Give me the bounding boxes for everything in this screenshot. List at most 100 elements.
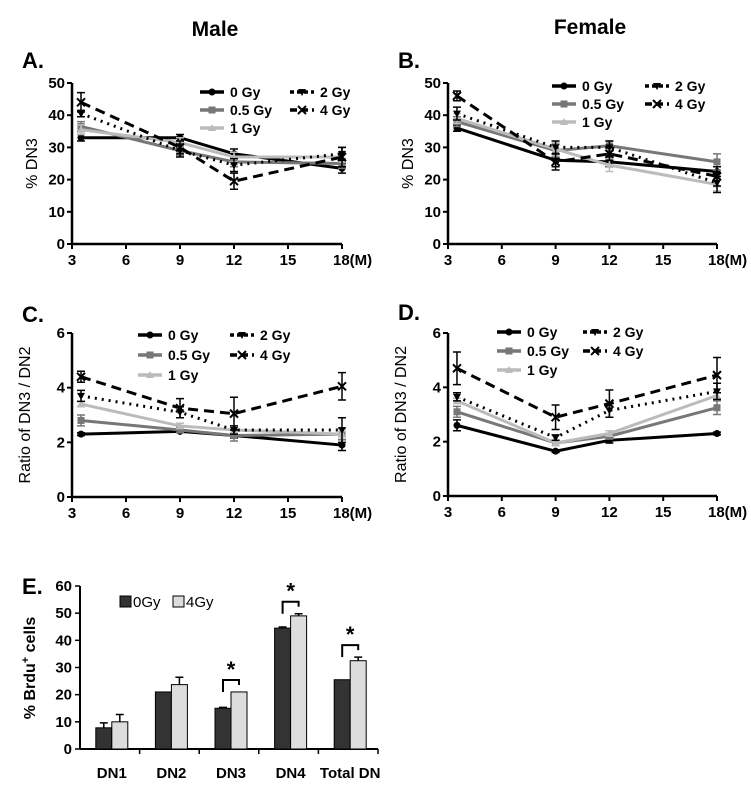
data-point bbox=[551, 144, 560, 152]
legend-item: 0.5 Gy bbox=[497, 343, 569, 359]
legend-marker bbox=[653, 83, 661, 90]
x-tick-label: 3 bbox=[68, 252, 76, 269]
y-tick-label: 30 bbox=[424, 139, 441, 156]
series-line bbox=[80, 375, 343, 416]
x-tick-label: DN4 bbox=[276, 765, 307, 782]
y-tick-label: 0 bbox=[433, 488, 441, 505]
y-axis-title: % DN3 bbox=[400, 138, 417, 189]
data-point bbox=[77, 134, 85, 142]
legend-swatch bbox=[172, 595, 185, 608]
y-tick-label: 2 bbox=[57, 434, 65, 451]
error-bar bbox=[219, 706, 227, 709]
data-point bbox=[337, 152, 347, 162]
data-point bbox=[712, 370, 722, 380]
legend-label: 1 Gy bbox=[582, 114, 613, 130]
y-tick-label: 60 bbox=[55, 578, 72, 595]
data-point bbox=[453, 421, 461, 429]
bar-4gy-dn1 bbox=[111, 721, 129, 750]
y-tick-label: 0 bbox=[433, 236, 441, 253]
y-tick-label: 20 bbox=[55, 687, 72, 704]
legend-item: 4 Gy bbox=[290, 102, 351, 118]
x-tick-label: 18(M) bbox=[708, 252, 747, 269]
bar-0gy-dn2 bbox=[154, 691, 172, 750]
legend-label: 0.5 Gy bbox=[527, 343, 569, 359]
x-tick-label: DN3 bbox=[216, 765, 246, 782]
legend-marker bbox=[560, 100, 568, 108]
x-tick-label: 12 bbox=[226, 505, 243, 522]
data-point bbox=[76, 372, 86, 382]
series-2gy bbox=[452, 382, 721, 442]
legend-marker bbox=[505, 366, 513, 373]
legend-label: 0 Gy bbox=[168, 327, 199, 343]
legend-marker bbox=[208, 124, 216, 131]
legend-item: 0 Gy bbox=[138, 327, 199, 343]
y-tick-label: 6 bbox=[57, 325, 65, 342]
series-4gy bbox=[452, 90, 722, 187]
data-point bbox=[551, 439, 560, 447]
series-line bbox=[80, 125, 343, 165]
series-line bbox=[456, 389, 718, 440]
legend-item: 4 Gy bbox=[230, 347, 291, 363]
data-point bbox=[550, 157, 561, 167]
bar-4gy-dn4 bbox=[290, 615, 308, 750]
error-bar bbox=[278, 626, 287, 629]
series-line bbox=[80, 418, 343, 438]
series-line bbox=[456, 366, 718, 419]
data-point bbox=[77, 125, 85, 133]
data-point bbox=[604, 398, 615, 409]
bar-4gy-totaldn bbox=[349, 660, 367, 750]
legend-item: 1 Gy bbox=[200, 120, 261, 136]
bar-0gy-dn1 bbox=[95, 727, 113, 750]
legend-label: 0.5 Gy bbox=[168, 347, 210, 363]
bar-0gy-totaldn bbox=[333, 679, 351, 750]
x-tick-label: 3 bbox=[444, 252, 452, 269]
x-tick-label: 15 bbox=[280, 252, 297, 269]
x-tick-label: 12 bbox=[601, 252, 618, 269]
data-point bbox=[713, 404, 721, 412]
y-axis-title: Ratio of DN3 / DN2 bbox=[17, 346, 34, 483]
y-tick-label: 4 bbox=[57, 380, 66, 397]
series-4gy bbox=[76, 370, 347, 431]
data-point bbox=[77, 400, 85, 408]
y-tick-label: 6 bbox=[433, 325, 441, 342]
y-axis-title-suffix: cells bbox=[22, 617, 39, 657]
legend-label: 0 Gy bbox=[582, 78, 613, 94]
data-point bbox=[176, 421, 184, 429]
legend-item: 2 Gy bbox=[290, 84, 351, 100]
series-4gy bbox=[76, 91, 347, 191]
legend-marker bbox=[208, 106, 216, 114]
panel-d: D. 0 2 4 6 3 6 9 12 15 18(M) Ratio of DN3 / DN2 0 Gy… bbox=[393, 300, 747, 521]
header-male: Male bbox=[192, 18, 239, 41]
significance-star: * bbox=[227, 657, 236, 682]
error-bar bbox=[175, 676, 184, 685]
legend-marker bbox=[652, 99, 662, 109]
x-tick-label: 6 bbox=[122, 505, 130, 522]
bar-4gy-dn3 bbox=[230, 691, 248, 750]
panel-label: B. bbox=[398, 48, 420, 73]
series-line bbox=[456, 126, 718, 174]
significance-star: * bbox=[346, 622, 355, 647]
legend-item: 4 Gy bbox=[583, 343, 644, 359]
x-tick-label: 6 bbox=[498, 252, 506, 269]
legend-label: 1 Gy bbox=[168, 367, 199, 383]
x-tick-label: 9 bbox=[176, 252, 184, 269]
x-tick-label: DN2 bbox=[156, 765, 186, 782]
data-point bbox=[452, 393, 461, 401]
x-tick-label: Total DN bbox=[320, 765, 381, 782]
legend-label: 2 Gy bbox=[675, 78, 706, 94]
data-point bbox=[76, 97, 86, 108]
significance-bracket bbox=[281, 600, 300, 614]
series-line bbox=[456, 423, 718, 453]
x-tick-label: 18(M) bbox=[333, 252, 372, 269]
legend-label: 2 Gy bbox=[320, 84, 351, 100]
x-tick-label: 9 bbox=[551, 504, 559, 521]
significance-bracket bbox=[222, 678, 240, 692]
data-point bbox=[230, 432, 238, 439]
legend-label: 4Gy bbox=[186, 594, 214, 611]
data-point bbox=[176, 426, 184, 434]
data-point bbox=[452, 363, 462, 374]
panel-label: C. bbox=[22, 302, 44, 327]
legend-marker bbox=[208, 88, 216, 96]
panel-b: B. 0 10 20 30 40 50 3 6 9 12 15 18(M) % DN3 0 Gy 0.5 Gy… bbox=[398, 48, 747, 269]
